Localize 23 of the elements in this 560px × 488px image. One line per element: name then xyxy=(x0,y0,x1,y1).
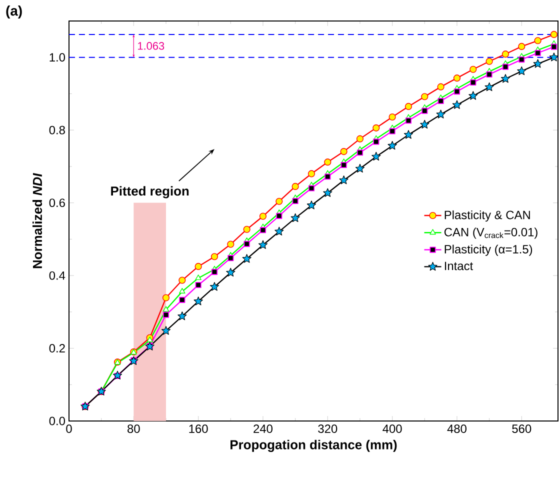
y-tick-label: 0.6 xyxy=(49,198,65,208)
y-tick-label: 0.0 xyxy=(49,416,66,426)
y-tick-label: 1.0 xyxy=(50,53,66,62)
band-label: Pitted region xyxy=(111,186,189,198)
legend-label: Plasticity & CAN xyxy=(444,210,530,222)
annotation: 1.063 xyxy=(138,42,164,50)
x-axis-title: Propogation distance (mm) xyxy=(230,440,397,452)
x-tick-label: 560 xyxy=(512,424,532,433)
y-axis-title: Normalized NDI xyxy=(32,173,42,268)
x-tick-label: 0 xyxy=(66,424,72,433)
legend-label: Intact xyxy=(444,262,474,270)
x-tick-label: 320 xyxy=(318,424,338,433)
y-tick-label: 0.2 xyxy=(49,344,65,352)
x-tick-label: 240 xyxy=(254,424,272,433)
legend-label: Plasticity (α=1.5) xyxy=(444,244,532,256)
x-tick-label: 80 xyxy=(128,424,140,433)
y-tick-label: 0.4 xyxy=(49,271,66,280)
chart-title: (a) xyxy=(6,6,22,19)
x-tick-label: 480 xyxy=(447,424,466,433)
x-tick-label: 400 xyxy=(382,424,402,433)
legend-label: CAN (V$_{crack}$=0.01) xyxy=(444,228,538,239)
x-tick-label: 160 xyxy=(189,424,208,433)
y-tick-label: 0.8 xyxy=(49,126,65,134)
